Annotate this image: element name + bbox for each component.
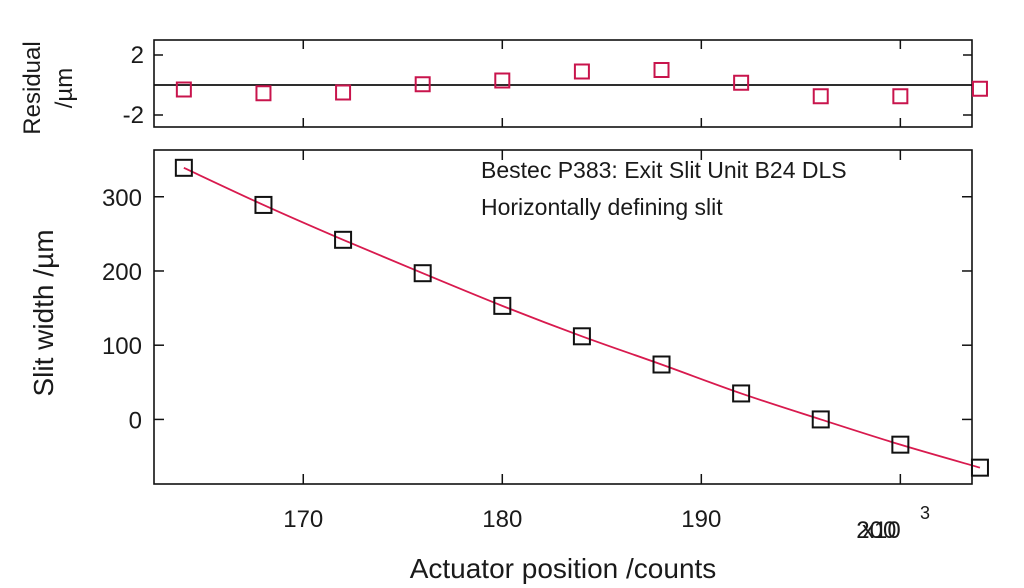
residual-point	[653, 62, 670, 78]
y-axis-label: Slit width /µm	[28, 229, 59, 396]
y-tick-label: 100	[102, 333, 142, 360]
residual-point	[335, 84, 352, 101]
residual-x-ticks	[302, 40, 902, 127]
main-x-ticks: 170 180 190 200	[283, 150, 902, 544]
x-scale-multiplier: x10	[862, 517, 901, 544]
residual-point	[892, 88, 909, 105]
data-point	[891, 435, 910, 454]
residual-points	[175, 62, 988, 105]
y-tick-label: 200	[102, 259, 142, 286]
x-tick-label: 200	[856, 517, 896, 544]
main-y-ticks: 300 200 100 0	[102, 185, 972, 434]
data-point	[652, 355, 671, 374]
residual-point	[414, 76, 431, 93]
residual-y-tick-label: 2	[131, 42, 144, 69]
data-point	[334, 230, 353, 249]
residual-y-tick-label: -2	[123, 102, 144, 129]
fit-curve	[183, 166, 981, 469]
main-points	[174, 158, 989, 477]
residual-y-label-line-2: /µm	[51, 68, 78, 109]
residual-point	[573, 63, 590, 80]
main-panel: 300 200 100 0 170 180 190 200 Bestec P383: Exi…	[28, 149, 989, 584]
residual-point	[255, 85, 272, 102]
data-point	[174, 158, 193, 177]
residual-y-ticks: 2 -2	[123, 42, 972, 129]
x-tick-label: 180	[482, 506, 522, 533]
residual-point	[175, 81, 192, 98]
x-tick-label: 190	[681, 506, 721, 533]
data-point	[811, 410, 830, 429]
residual-panel: 2 -2 Residual /µm	[19, 39, 988, 135]
residual-y-label-line-1: Residual	[19, 41, 46, 134]
annotation-line-2: Horizontally defining slit	[481, 194, 723, 220]
x-tick-label: 170	[283, 506, 323, 533]
data-point	[970, 458, 989, 477]
residual-point	[971, 80, 988, 97]
data-point	[732, 384, 751, 403]
y-tick-label: 0	[129, 407, 142, 434]
residual-plot-frame	[153, 39, 973, 128]
data-point	[254, 195, 273, 214]
data-point	[493, 296, 512, 315]
data-point	[572, 327, 591, 346]
residual-point	[733, 74, 750, 91]
residual-point	[494, 72, 511, 89]
x-scale-exponent: 3	[920, 503, 930, 523]
main-plot-frame	[153, 149, 973, 485]
x-axis-label: Actuator position /counts	[410, 553, 717, 584]
annotation-line-1: Bestec P383: Exit Slit Unit B24 DLS	[481, 157, 847, 183]
data-point	[413, 264, 432, 283]
y-tick-label: 300	[102, 185, 142, 212]
residual-point	[812, 88, 829, 105]
